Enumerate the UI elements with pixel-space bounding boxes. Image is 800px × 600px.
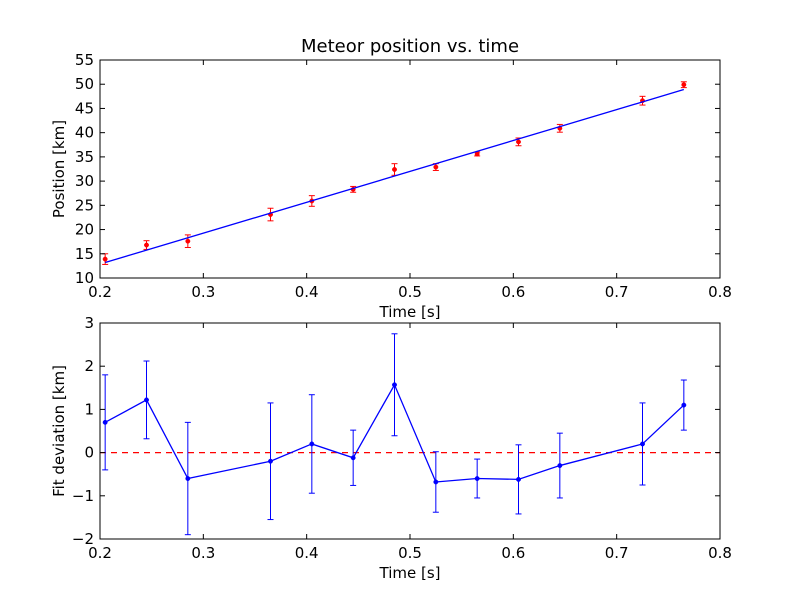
bottom-x-axis-label: Time [s] bbox=[379, 564, 441, 582]
top-x-tick-label: 0.5 bbox=[398, 283, 422, 301]
bottom-y-tick-label: 3 bbox=[84, 314, 94, 332]
bottom-series-0-data-point bbox=[474, 476, 480, 481]
bottom-y-tick-label: −2 bbox=[72, 530, 94, 548]
top-y-tick-label: 55 bbox=[75, 51, 94, 69]
bottom-series-0-data-point bbox=[557, 463, 563, 469]
bottom-series-0-data-point bbox=[144, 397, 149, 403]
bottom-axes-frame bbox=[99, 322, 721, 540]
top-y-tick-label: 25 bbox=[75, 196, 94, 214]
top-y-tick-label: 45 bbox=[75, 99, 94, 117]
bottom-series-0-data-point bbox=[350, 455, 356, 461]
top-y-tick-label: 30 bbox=[75, 172, 94, 190]
bottom-y-tick-label: 0 bbox=[84, 444, 94, 462]
bottom-series-0-data-point bbox=[309, 441, 315, 447]
top-series-0-data-point bbox=[516, 139, 521, 145]
bottom-series-0-data-point bbox=[681, 402, 687, 408]
top-y-tick-label: 40 bbox=[75, 124, 94, 142]
bottom-y-axis-label: Fit deviation [km] bbox=[50, 365, 68, 497]
top-series-0-data-point bbox=[185, 238, 191, 244]
top-series-0-data-point bbox=[144, 242, 149, 248]
bottom-series-0-data-point bbox=[433, 479, 439, 485]
bottom-x-tick-label: 0.4 bbox=[295, 544, 319, 562]
top-x-tick-label: 0.7 bbox=[605, 283, 629, 301]
top-series-1-fit-line bbox=[104, 88, 685, 264]
top-x-tick-label: 0.6 bbox=[501, 283, 525, 301]
top-axes-frame bbox=[99, 59, 721, 279]
top-y-tick-label: 15 bbox=[75, 245, 94, 263]
top-series-0-data-point bbox=[102, 256, 108, 262]
top-series-0-data-point bbox=[392, 167, 397, 172]
bottom-x-tick-label: 0.2 bbox=[88, 544, 112, 562]
top-y-tick-label: 35 bbox=[75, 148, 94, 166]
bottom-x-tick-label: 0.6 bbox=[501, 544, 525, 562]
top-x-tick-label: 0.4 bbox=[295, 283, 319, 301]
top-chart-title: Meteor position vs. time bbox=[301, 36, 519, 57]
top-x-tick-label: 0.8 bbox=[708, 283, 732, 301]
top-x-tick-label: 0.2 bbox=[88, 283, 112, 301]
bottom-series-0-data-point bbox=[516, 476, 521, 482]
top-y-tick-label: 50 bbox=[75, 75, 94, 93]
top-x-axis-label: Time [s] bbox=[379, 303, 441, 321]
bottom-x-tick-label: 0.3 bbox=[191, 544, 215, 562]
top-y-tick-label: 10 bbox=[75, 269, 94, 287]
bottom-y-tick-label: 1 bbox=[84, 400, 94, 418]
top-y-tick-label: 20 bbox=[75, 221, 94, 239]
bottom-series-0-data-point bbox=[268, 458, 273, 464]
bottom-x-tick-label: 0.7 bbox=[605, 544, 629, 562]
bottom-series-0-data-point bbox=[392, 382, 397, 388]
bottom-series-0-data-point bbox=[640, 441, 645, 447]
bottom-plot bbox=[99, 322, 721, 540]
bottom-series-0-data-point bbox=[185, 476, 191, 481]
bottom-x-tick-label: 0.8 bbox=[708, 544, 732, 562]
top-series-0-data-point bbox=[433, 164, 439, 170]
top-series-0-data-point bbox=[681, 82, 687, 88]
bottom-y-tick-label: 2 bbox=[84, 357, 94, 375]
bottom-x-tick-label: 0.5 bbox=[398, 544, 422, 562]
top-x-tick-label: 0.3 bbox=[191, 283, 215, 301]
bottom-y-tick-label: −1 bbox=[72, 487, 94, 505]
top-plot bbox=[99, 59, 721, 279]
top-y-axis-label: Position [km] bbox=[50, 120, 68, 218]
bottom-series-0-data-point bbox=[102, 419, 108, 425]
